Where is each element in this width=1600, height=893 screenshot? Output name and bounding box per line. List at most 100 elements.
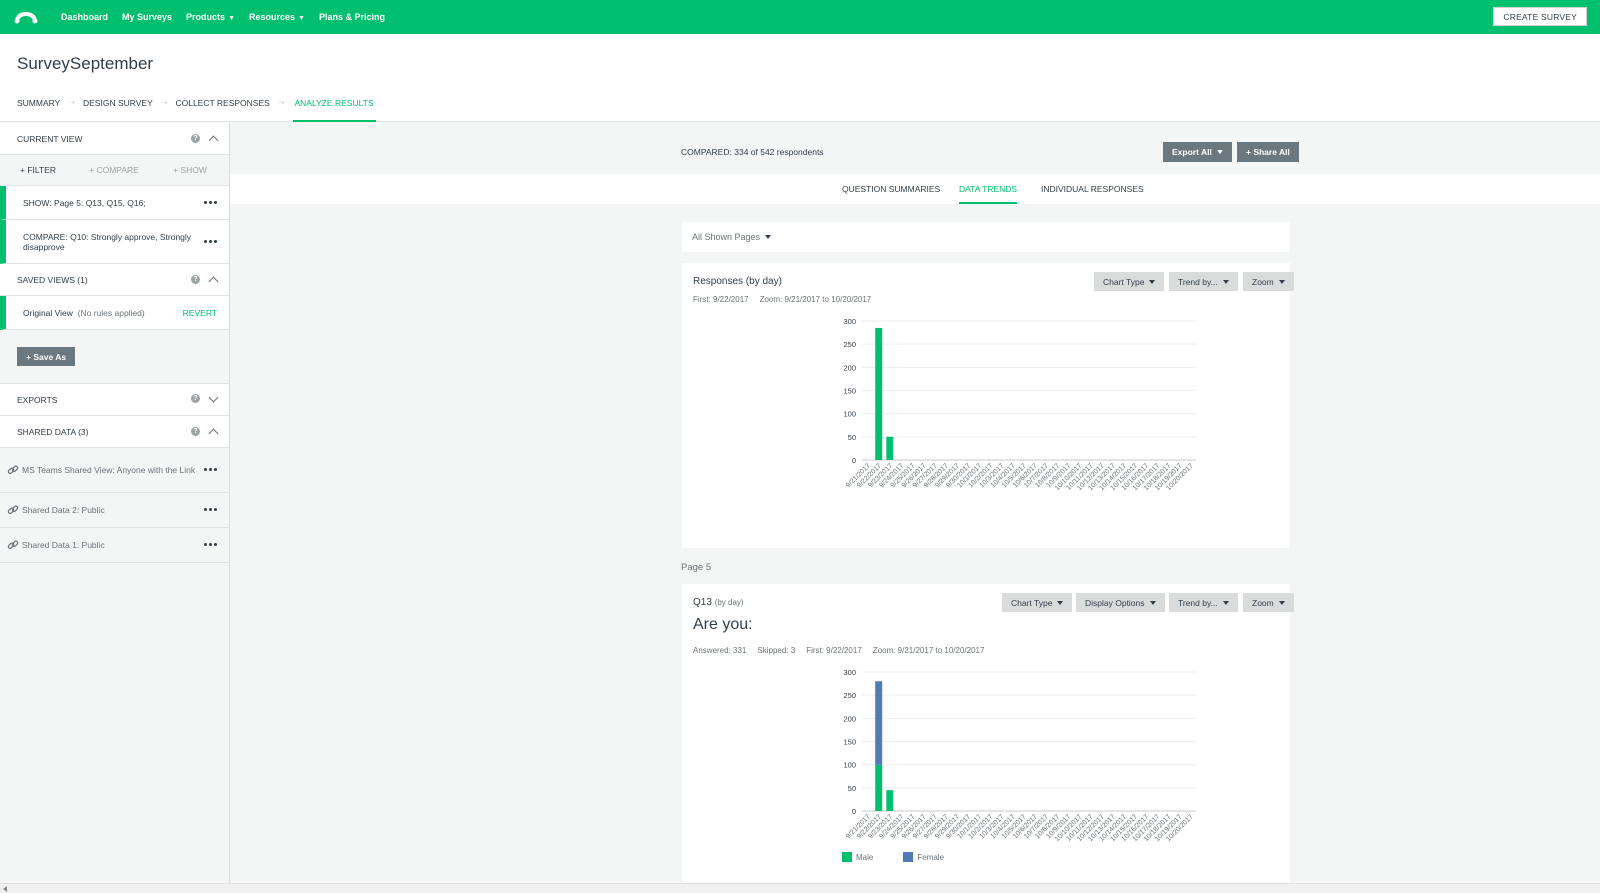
zoom-label: Zoom xyxy=(1252,597,1274,608)
display-options-button[interactable]: Display Options xyxy=(1076,593,1165,612)
help-icon[interactable]: ? xyxy=(191,275,200,284)
trend-by-button[interactable]: Trend by... xyxy=(1169,272,1238,291)
question-number: Q13 xyxy=(693,597,712,608)
export-all-label: Export All xyxy=(1172,147,1212,157)
surveymonkey-logo-icon[interactable] xyxy=(13,8,39,26)
step-summary[interactable]: SUMMARY xyxy=(17,98,61,108)
zoom-label: Zoom xyxy=(1252,276,1274,287)
chevron-up-icon[interactable] xyxy=(208,276,219,287)
help-icon[interactable]: ? xyxy=(191,394,200,403)
shared-data-item[interactable]: Shared Data 2: Public xyxy=(0,493,229,528)
caret-down-icon xyxy=(1278,279,1285,284)
exports-header[interactable]: EXPORTS ? xyxy=(0,384,229,416)
caret-down-icon xyxy=(765,235,772,239)
compared-summary: COMPARED: 334 of 542 respondents xyxy=(681,147,824,157)
y-tick-label: 300 xyxy=(843,317,856,326)
more-options-icon[interactable] xyxy=(204,508,217,511)
compare-rule-text: COMPARE: Q10: Strongly approve, Strongly… xyxy=(23,232,199,252)
card-meta: Answered: 331 Skipped: 3 First: 9/22/2017 Z… xyxy=(693,646,995,655)
more-options-icon[interactable] xyxy=(204,543,217,546)
bar[interactable] xyxy=(875,327,883,460)
step-design-survey[interactable]: DESIGN SURVEY xyxy=(83,98,153,108)
chart-type-label: Chart Type xyxy=(1103,276,1145,287)
show-rule-text: SHOW: Page 5: Q13, Q15, Q16; xyxy=(23,198,146,208)
compare-rule[interactable]: COMPARE: Q10: Strongly approve, Strongly… xyxy=(0,220,229,264)
nav-plans-pricing[interactable]: Plans & Pricing xyxy=(318,12,385,22)
results-tabs: QUESTION SUMMARIES DATA TRENDS INDIVIDUA… xyxy=(230,174,1600,204)
view-tools: + FILTER + COMPARE + SHOW xyxy=(0,155,229,186)
show-rule[interactable]: SHOW: Page 5: Q13, Q15, Q16; xyxy=(0,186,229,220)
responses-by-day-card: Responses (by day) First: 9/22/2017 Zoom:… xyxy=(682,263,1294,548)
y-tick-label: 50 xyxy=(848,433,856,442)
shared-data-item-label: Shared Data 2: Public xyxy=(22,505,105,515)
trend-by-label: Trend by... xyxy=(1178,597,1218,608)
chevron-down-icon[interactable] xyxy=(208,392,219,402)
nav-resources[interactable]: Resources ▼ xyxy=(249,12,305,22)
nav-dashboard[interactable]: Dashboard xyxy=(61,12,109,22)
legend-item-male[interactable]: Male xyxy=(842,852,873,862)
save-as-area: + Save As xyxy=(0,330,229,384)
current-view-header[interactable]: CURRENT VIEW ? xyxy=(0,123,229,155)
card-meta: First: 9/22/2017 Zoom: 9/21/2017 to 10/20… xyxy=(693,295,882,304)
zoom-button[interactable]: Zoom xyxy=(1243,593,1294,612)
more-options-icon[interactable] xyxy=(204,468,217,471)
nav-my-surveys[interactable]: My Surveys xyxy=(122,12,173,22)
y-tick-label: 300 xyxy=(843,668,856,677)
more-options-icon[interactable] xyxy=(204,200,217,204)
caret-down-icon xyxy=(1057,600,1064,605)
bar-male[interactable] xyxy=(886,790,894,811)
horizontal-scrollbar[interactable] xyxy=(0,883,1600,893)
nav-products[interactable]: Products ▼ xyxy=(186,12,235,22)
y-tick-label: 150 xyxy=(843,738,856,747)
arrow-right-icon: ➝ xyxy=(68,98,75,107)
shared-data-item[interactable]: MS Teams Shared View: Anyone with the Li… xyxy=(0,448,229,493)
y-tick-label: 200 xyxy=(843,363,856,372)
saved-view-original[interactable]: Original View (No rules applied) REVERT xyxy=(0,296,229,330)
tab-question-summaries[interactable]: QUESTION SUMMARIES xyxy=(842,184,941,194)
create-survey-button[interactable]: CREATE SURVEY xyxy=(1493,7,1587,26)
arrow-right-icon: ➝ xyxy=(160,98,168,107)
chart-type-button[interactable]: Chart Type xyxy=(1002,593,1073,612)
bar[interactable] xyxy=(886,436,894,460)
help-icon[interactable]: ? xyxy=(191,427,200,436)
arrow-right-icon: ➝ xyxy=(277,98,285,107)
trend-by-button[interactable]: Trend by... xyxy=(1169,593,1238,612)
step-collect-responses[interactable]: COLLECT RESPONSES xyxy=(175,98,270,108)
chevron-up-icon[interactable] xyxy=(208,135,219,146)
step-analyze-results[interactable]: ANALYZE RESULTS xyxy=(292,96,376,122)
caret-down-icon xyxy=(1216,150,1223,154)
shared-data-item[interactable]: Shared Data 1: Public xyxy=(0,528,229,563)
help-icon[interactable]: ? xyxy=(191,134,200,143)
analyze-sidebar: CURRENT VIEW ? + FILTER + COMPARE + SHOW… xyxy=(0,123,230,883)
y-tick-label: 100 xyxy=(843,410,856,419)
scroll-left-icon[interactable] xyxy=(3,886,7,892)
question-text: Are you: xyxy=(693,616,753,633)
saved-views-header[interactable]: SAVED VIEWS (1) ? xyxy=(0,264,229,296)
chevron-up-icon[interactable] xyxy=(208,428,219,439)
filter-button[interactable]: + FILTER xyxy=(20,165,56,175)
more-options-icon[interactable] xyxy=(204,239,217,243)
save-as-button[interactable]: + Save As xyxy=(17,347,76,366)
bar-female[interactable] xyxy=(875,681,883,765)
revert-link[interactable]: REVERT xyxy=(182,307,217,318)
show-button[interactable]: + SHOW xyxy=(173,165,207,175)
exports-label: EXPORTS xyxy=(17,394,58,405)
bar-male[interactable] xyxy=(875,764,883,811)
survey-title: SurveySeptember xyxy=(17,54,154,73)
compare-button[interactable]: + COMPARE xyxy=(89,165,139,175)
page-filter-dropdown[interactable]: All Shown Pages xyxy=(682,222,1290,252)
zoom-button[interactable]: Zoom xyxy=(1243,272,1294,291)
question-subtitle: (by day) xyxy=(714,598,744,607)
compare-rule-value: Q10: Strongly approve, Strongly disappro… xyxy=(23,231,192,252)
export-all-button[interactable]: Export All xyxy=(1163,142,1232,162)
tab-individual-responses[interactable]: INDIVIDUAL RESPONSES xyxy=(1041,184,1144,194)
shared-data-header[interactable]: SHARED DATA (3) ? xyxy=(0,416,229,448)
compare-rule-key: COMPARE: xyxy=(23,231,68,242)
legend-label: Male xyxy=(856,852,874,862)
legend-item-female[interactable]: Female xyxy=(903,852,944,862)
chart-type-button[interactable]: Chart Type xyxy=(1094,272,1165,291)
tab-data-trends[interactable]: DATA TRENDS xyxy=(959,184,1018,204)
analyze-main: COMPARED: 334 of 542 respondents Export … xyxy=(230,123,1600,883)
caret-down-icon xyxy=(1149,279,1156,284)
share-all-button[interactable]: + Share All xyxy=(1237,142,1299,162)
